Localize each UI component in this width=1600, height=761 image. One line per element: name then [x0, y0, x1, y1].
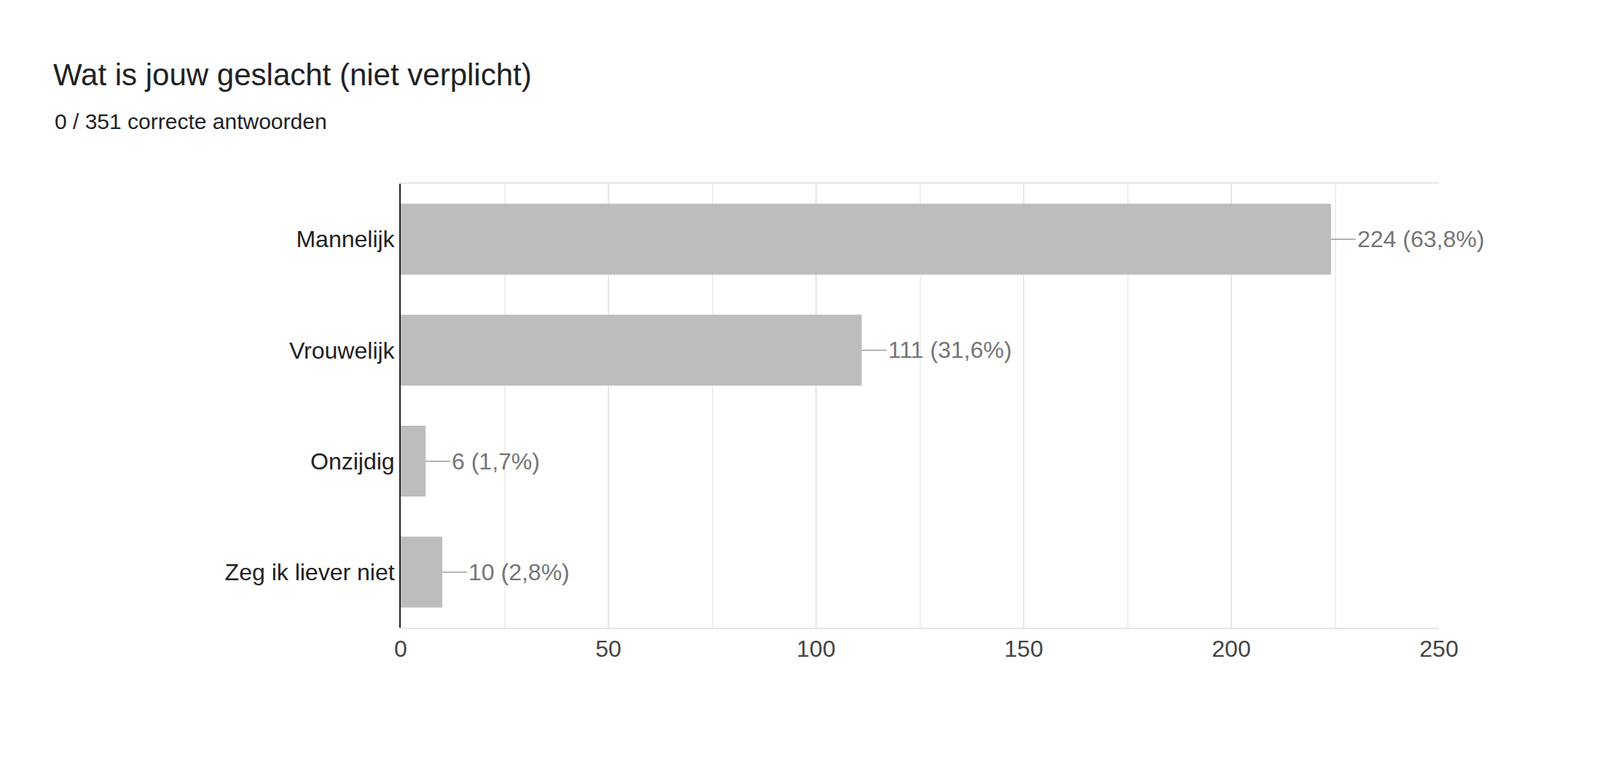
svg-text:0 / 351 correcte antwoorden: 0 / 351 correcte antwoorden — [54, 109, 328, 134]
svg-text:50: 50 — [595, 635, 622, 662]
svg-text:Onzijdig: Onzijdig — [310, 448, 395, 475]
svg-text:Mannelijk: Mannelijk — [295, 225, 395, 253]
svg-text:Vrouwelijk: Vrouwelijk — [289, 337, 396, 364]
svg-text:6 (1,7%): 6 (1,7%) — [451, 448, 540, 475]
svg-text:Zeg ik liever niet: Zeg ik liever niet — [225, 558, 395, 586]
svg-text:10 (2,8%): 10 (2,8%) — [468, 558, 570, 586]
svg-text:200: 200 — [1211, 635, 1251, 662]
svg-text:0: 0 — [394, 635, 408, 662]
svg-text:100: 100 — [796, 635, 835, 662]
svg-text:111 (31,6%): 111 (31,6%) — [888, 336, 1013, 363]
svg-text:150: 150 — [1004, 635, 1043, 662]
svg-text:224 (63,8%): 224 (63,8%) — [1357, 225, 1485, 253]
svg-text:250: 250 — [1419, 635, 1458, 662]
svg-text:Wat is jouw geslacht (niet ver: Wat is jouw geslacht (niet verplicht) — [53, 57, 532, 92]
